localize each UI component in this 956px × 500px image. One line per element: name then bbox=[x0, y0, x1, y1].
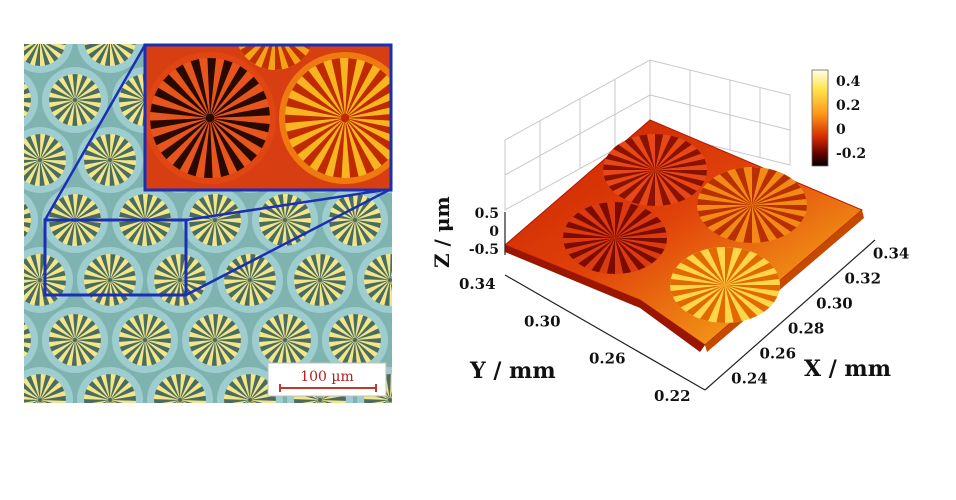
sunburst-cell bbox=[427, 127, 493, 193]
x-tick-label: 0.32 bbox=[845, 270, 882, 288]
sunburst-cell bbox=[147, 247, 213, 313]
sunburst-cell bbox=[252, 307, 318, 373]
inset-frame bbox=[143, 43, 393, 192]
sunburst-cell bbox=[147, 367, 213, 403]
y-axis-label: Y / mm bbox=[469, 358, 556, 384]
sunburst-cell bbox=[112, 307, 178, 373]
sunburst-cell bbox=[252, 187, 318, 253]
sunburst-cell bbox=[238, 46, 312, 70]
connector-line-left bbox=[43, 44, 147, 221]
sunburst-cell bbox=[24, 44, 73, 73]
sunburst-cell bbox=[24, 247, 73, 313]
sunburst-cell bbox=[24, 193, 38, 247]
plot-grid bbox=[504, 59, 791, 211]
connector-line-right-bottom bbox=[185, 187, 392, 297]
sunburst-cell bbox=[42, 67, 108, 133]
x-tick-label: 0.24 bbox=[731, 370, 768, 388]
sunburst-cell bbox=[146, 52, 276, 184]
sunburst-cell bbox=[24, 313, 38, 367]
sunburst-cell bbox=[0, 367, 3, 433]
y-tick-label: 0.30 bbox=[524, 312, 561, 330]
sunburst-cell bbox=[322, 187, 388, 253]
sunburst-cell bbox=[182, 307, 248, 373]
sunburst-cell bbox=[357, 247, 392, 313]
sunburst-cell bbox=[427, 7, 493, 73]
sunburst-cell bbox=[24, 367, 73, 403]
z-tick-label: 0 bbox=[489, 224, 499, 240]
sunburst-cell bbox=[217, 247, 283, 313]
z-axis-label: Z / μm bbox=[430, 196, 454, 268]
sunburst-cell bbox=[0, 247, 3, 313]
y-tick-label: 0.26 bbox=[589, 350, 626, 368]
colorbar: 0.4 0.2 0 -0.2 bbox=[811, 69, 866, 167]
colorbar-tick-label: 0.4 bbox=[836, 74, 861, 90]
x-tick-label: 0.26 bbox=[760, 345, 797, 363]
sunburst-cell bbox=[77, 127, 143, 193]
z-tick-label: 0.5 bbox=[475, 206, 499, 222]
connector-line-right-top bbox=[185, 187, 392, 222]
sunburst-cell bbox=[392, 307, 458, 373]
surface-sunburst bbox=[697, 167, 807, 243]
y-tick-label: 0.22 bbox=[654, 387, 691, 405]
sunburst-cell bbox=[322, 307, 388, 373]
sunburst-cell bbox=[24, 73, 38, 127]
inset-zoom bbox=[143, 43, 393, 192]
scale-bar: 100 µm bbox=[267, 362, 387, 397]
sunburst-cell bbox=[287, 247, 353, 313]
sunburst-cell bbox=[217, 367, 283, 403]
sunburst-cell bbox=[392, 67, 458, 133]
z-tick-label: -0.5 bbox=[469, 242, 499, 258]
colorbar-tick-label: 0.2 bbox=[836, 98, 860, 114]
x-tick-label: 0.28 bbox=[788, 320, 825, 338]
sunburst-cell bbox=[279, 52, 390, 184]
surface bbox=[504, 119, 864, 352]
sunburst-cell bbox=[0, 127, 3, 193]
x-axis-label: X / mm bbox=[804, 356, 891, 382]
x-tick-label: 0.34 bbox=[873, 245, 910, 263]
sunburst-cell bbox=[77, 367, 143, 403]
sunburst-cell bbox=[462, 67, 528, 133]
y-axis-line bbox=[504, 274, 706, 391]
x-tick-label: 0.30 bbox=[816, 295, 853, 313]
sunburst-cell bbox=[24, 127, 73, 193]
selection-box bbox=[43, 218, 188, 297]
sunburst-cell bbox=[77, 44, 143, 73]
colorbar-tick-label: -0.2 bbox=[836, 146, 866, 162]
surface-plot-panel: 0.24 0.26 0.28 0.30 0.32 0.34 0.22 0.26 0.30 0.34… bbox=[430, 59, 910, 405]
surface-sunburst bbox=[563, 202, 667, 274]
sunburst-cell bbox=[0, 7, 3, 73]
micrograph-panel: 100 µm bbox=[0, 7, 528, 433]
y-tick-label: 0.34 bbox=[459, 275, 496, 293]
surface-sunburst bbox=[670, 247, 780, 323]
scale-bar-label: 100 µm bbox=[300, 369, 354, 385]
sunburst-cell bbox=[77, 247, 143, 313]
sunburst-cell bbox=[42, 307, 108, 373]
surface-sunburst bbox=[603, 134, 707, 206]
colorbar-gradient bbox=[811, 69, 829, 167]
x-axis-line bbox=[704, 239, 876, 391]
colorbar-tick-label: 0 bbox=[836, 122, 846, 138]
